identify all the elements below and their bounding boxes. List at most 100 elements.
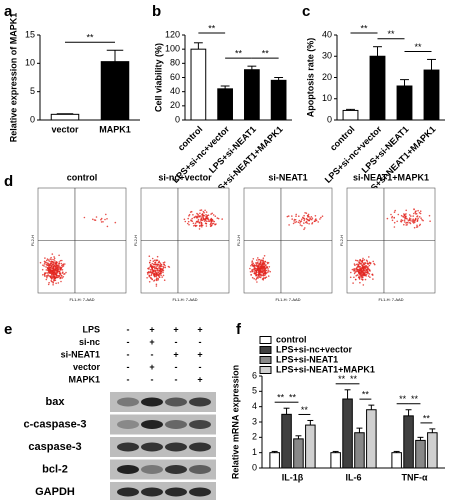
flow-dot [162,274,165,277]
condition-sign: + [197,349,202,359]
flow-dot [291,218,294,220]
flow-dot [43,263,46,265]
flow-dot [155,285,158,287]
flow-dot [114,221,117,224]
flow-dot [44,257,46,259]
significance-label: ** [262,49,270,59]
flow-dots [349,208,431,286]
flow-dot [151,265,154,268]
flow-y-label: FL2-H [339,235,344,246]
flow-dot [307,213,310,216]
flow-dot [212,222,215,225]
flow-dot [320,216,322,219]
flow-dot [184,220,187,223]
flow-dot [308,223,310,225]
flow-dot [50,261,52,263]
flow-dot [311,218,313,221]
flow-dot [403,223,405,226]
flow-dot [52,284,54,286]
flow-dot [249,271,252,273]
flow-dot [371,273,373,276]
x-tick-label: TNF-α [401,472,427,482]
flow-dot [413,212,415,215]
condition-sign: + [149,362,154,372]
flow-title: si-NEAT1 [268,172,307,182]
flow-dot [262,257,265,260]
flow-dot [64,263,66,265]
panel-label: f [236,321,242,338]
blot-band [165,397,187,407]
flow-dot [253,277,255,280]
flow-dot [363,269,365,271]
flow-dot [351,268,354,271]
flow-dot [183,218,186,221]
y-tick-label: 20 [322,72,332,82]
blot-band [165,465,187,474]
flow-dot [62,263,65,266]
legend-swatch [259,336,272,344]
flow-dot [194,225,197,227]
flow-dot [405,209,408,212]
flow-dot [361,259,364,262]
flow-dot [56,261,58,264]
flow-dot [148,267,150,269]
flow-dot [262,264,264,267]
flow-dot [193,225,195,227]
flow-dot [58,275,61,278]
flow-dot [92,218,94,221]
flow-dot [314,220,317,222]
condition-sign: - [175,374,178,384]
flow-dot [362,271,365,273]
flow-dot [203,215,205,217]
flow-dot [258,273,260,275]
panel-label: e [4,321,12,338]
flow-dot [419,210,422,212]
condition-sign: - [127,374,130,384]
flow-dot [405,215,407,218]
flow-dot [53,256,55,258]
flow-dot [51,280,53,283]
flow-dot [303,219,306,222]
flow-dot [57,268,59,271]
condition-label: MAPK1 [68,374,100,384]
flow-dot [211,212,213,215]
flow-dot [44,275,46,277]
bar [427,432,438,469]
flow-dot [365,265,367,267]
flow-dot [263,265,266,268]
flow-dot [414,213,417,215]
flow-dot [256,262,259,264]
flow-dot [256,281,258,283]
flow-dot [352,268,355,271]
flow-dot [51,253,54,255]
flow-dot [45,269,48,271]
blot-band [189,397,211,407]
flow-dot [265,266,268,268]
flow-dot [363,263,365,266]
flow-title: si-NEAT1+MAPK1 [353,172,429,182]
legend-swatch [259,356,272,364]
flow-dot [47,274,50,277]
flow-title: control [67,172,98,182]
flow-dot [158,261,161,264]
flow-dot [95,216,98,218]
flow-dot [200,216,202,218]
flow-dot [52,267,55,270]
flow-dot [150,274,153,277]
flow-dot [157,277,159,280]
condition-sign: - [151,374,154,384]
flow-dot [201,226,203,228]
flow-dot [55,271,58,273]
flow-dot [162,262,165,264]
flow-dot [158,263,160,266]
x-tick-label: LPS+si-NEAT1 [207,124,258,175]
flow-dot [429,220,431,222]
flow-dot [163,279,166,282]
blot-band [189,487,211,497]
flow-dot [357,266,360,268]
flow-dot [355,259,357,262]
flow-dot [106,225,109,228]
flow-dot [408,214,411,216]
x-tick-label: LPS+si-NEAT1 [360,124,411,175]
flow-dot [255,259,258,261]
